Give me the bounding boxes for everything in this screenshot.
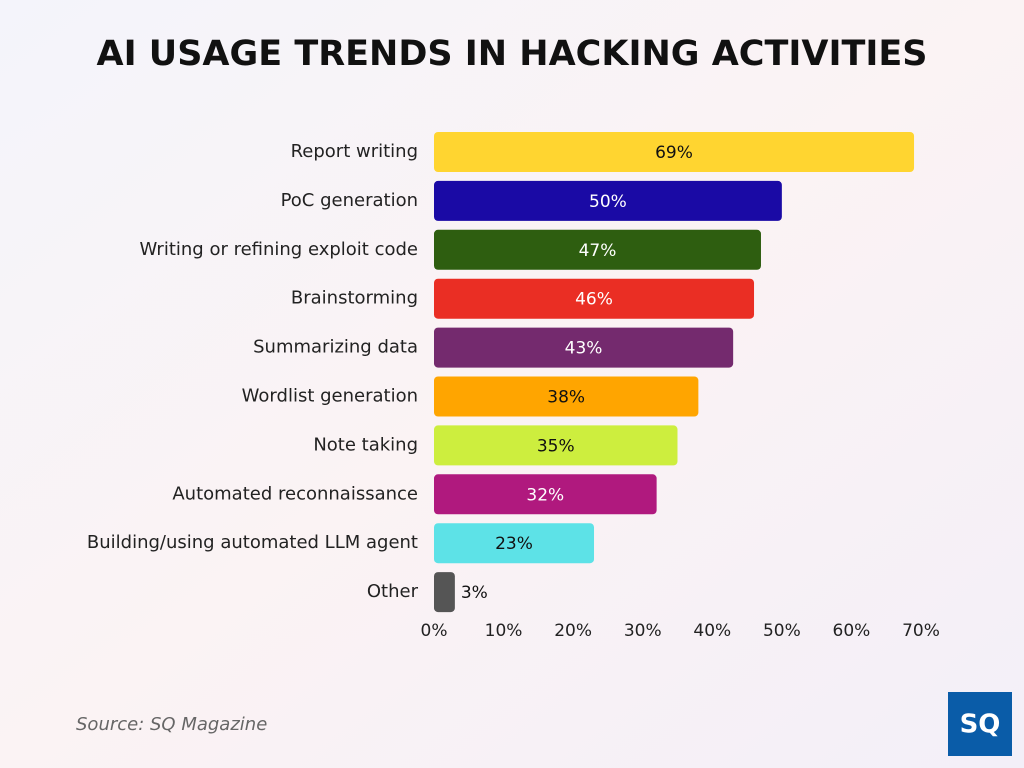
bar xyxy=(434,132,915,172)
value-label: 38% xyxy=(547,388,585,408)
y-tick-label: Note taking xyxy=(313,434,418,455)
y-tick-label: PoC generation xyxy=(281,190,418,211)
value-label: 3% xyxy=(461,583,488,603)
bar xyxy=(434,229,761,270)
value-label: 69% xyxy=(655,143,693,163)
x-tick-label: 20% xyxy=(554,621,592,641)
y-tick-label: Report writing xyxy=(291,141,418,162)
chart-title: AI USAGE TRENDS IN HACKING ACTIVITIES xyxy=(96,34,927,74)
y-tick-label: Automated reconnaissance xyxy=(172,483,418,504)
y-tick-label: Building/using automated LLM agent xyxy=(87,532,418,553)
value-label: 47% xyxy=(579,241,617,261)
y-tick-label: Brainstorming xyxy=(291,288,418,309)
x-tick-label: 40% xyxy=(693,621,731,641)
bar xyxy=(434,523,595,564)
bar xyxy=(434,376,699,417)
bar xyxy=(434,278,755,319)
y-tick-label: Summarizing data xyxy=(253,337,418,358)
value-label: 50% xyxy=(589,192,627,212)
value-label: 46% xyxy=(575,290,613,310)
y-tick-label: Other xyxy=(367,581,419,602)
value-label: 35% xyxy=(537,436,575,456)
bar xyxy=(434,474,657,515)
bar xyxy=(434,425,678,466)
bar xyxy=(434,327,734,368)
bar xyxy=(434,180,782,221)
x-tick-label: 60% xyxy=(833,621,871,641)
x-tick-label: 10% xyxy=(485,621,523,641)
y-tick-label: Wordlist generation xyxy=(242,386,418,407)
value-label: 32% xyxy=(526,485,564,505)
bar xyxy=(434,572,455,613)
x-tick-label: 70% xyxy=(902,621,940,641)
source: Source: SQ Magazine xyxy=(76,714,267,735)
x-tick-label: 30% xyxy=(624,621,662,641)
logo-box xyxy=(948,692,1012,756)
value-label: 43% xyxy=(565,339,603,359)
logo: SQ xyxy=(960,710,1001,740)
y-tick-label: Writing or refining exploit code xyxy=(139,239,418,260)
x-tick-label: 50% xyxy=(763,621,801,641)
value-label: 23% xyxy=(495,534,533,554)
x-tick-label: 0% xyxy=(421,621,448,641)
